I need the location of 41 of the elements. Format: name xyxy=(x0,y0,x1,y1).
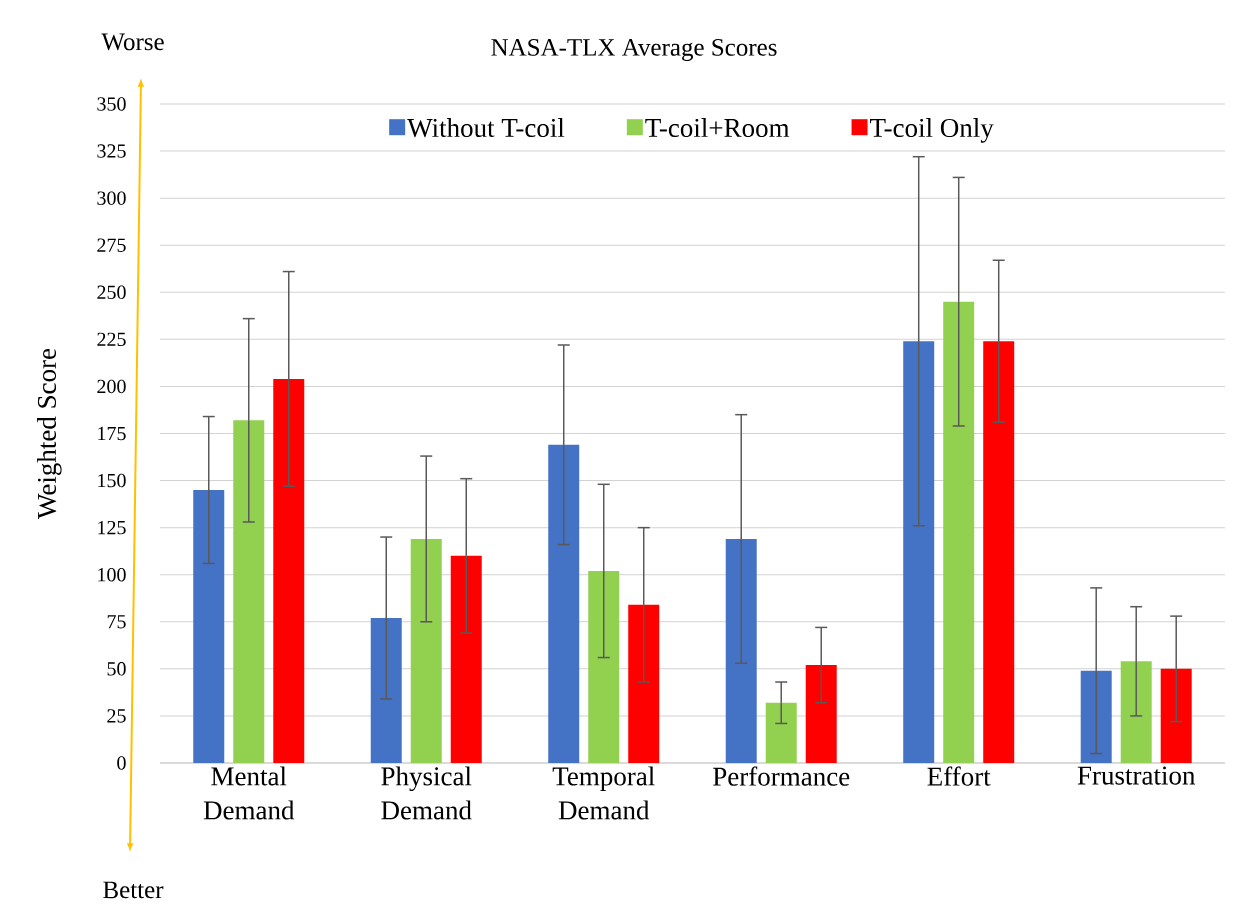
y-axis-title: Weighted Score xyxy=(37,348,62,519)
y-tick-label: 275 xyxy=(97,238,126,252)
y-tick-label: 175 xyxy=(98,426,126,441)
bar xyxy=(628,604,660,763)
y-tick-label: 350 xyxy=(97,97,126,111)
bar xyxy=(765,702,797,763)
bar xyxy=(548,444,580,763)
y-tick-label: 25 xyxy=(107,709,126,723)
y-tick-label: 150 xyxy=(98,473,126,488)
bar xyxy=(983,341,1015,763)
x-tick-label: Physical Demand xyxy=(381,766,472,820)
bar xyxy=(410,538,442,763)
y-tick-label: 0 xyxy=(117,756,126,770)
legend-label: Without T-coil xyxy=(407,118,565,138)
y-tick-label: 50 xyxy=(107,662,126,676)
bar xyxy=(588,570,620,763)
legend-label: T-coil Only xyxy=(870,118,994,143)
text: Worse xyxy=(101,33,164,51)
bar xyxy=(233,420,265,763)
bar xyxy=(273,378,305,763)
bar xyxy=(805,665,837,763)
legend-label: T-coil+Room xyxy=(645,118,790,138)
y-tick-label: 225 xyxy=(97,332,126,347)
x-tick-label: Mental Demand xyxy=(203,766,295,820)
bar xyxy=(943,301,975,763)
y-tick-label: 200 xyxy=(97,379,126,394)
y-tick-label: 250 xyxy=(97,285,126,300)
x-tick-label: Performance xyxy=(713,766,850,786)
y-tick-label: 325 xyxy=(97,144,126,158)
y-tick-label: 75 xyxy=(107,615,126,629)
y-tick-label: 300 xyxy=(97,191,126,205)
chart-title: NASA-TLX Average Scores xyxy=(491,39,777,61)
y-tick-label: 125 xyxy=(98,520,126,535)
y-tick-label: 100 xyxy=(98,567,126,582)
x-tick-label: Temporal Demand xyxy=(552,766,655,820)
x-tick-label: Effort xyxy=(927,766,991,786)
bar xyxy=(903,341,935,763)
text: Better xyxy=(103,881,164,899)
x-tick-label: Frustration xyxy=(1077,766,1196,785)
bar xyxy=(450,555,482,763)
bar xyxy=(193,489,225,763)
